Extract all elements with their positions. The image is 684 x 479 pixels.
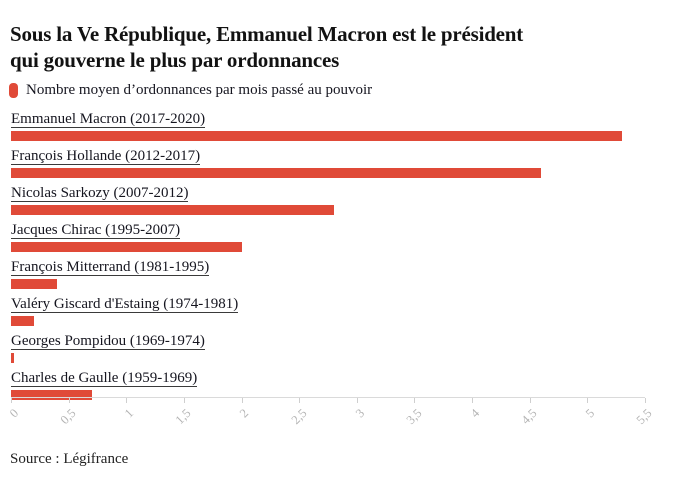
chart-row: Emmanuel Macron (2017-2020) — [11, 110, 645, 141]
axis-tick-mark — [299, 398, 301, 403]
bar-label: François Mitterrand (1981-1995) — [11, 259, 210, 276]
bar-label: Nicolas Sarkozy (2007-2012) — [11, 185, 189, 202]
chart-row: Jacques Chirac (1995-2007) — [11, 221, 645, 252]
chart-row: Nicolas Sarkozy (2007-2012) — [11, 184, 645, 215]
bar — [11, 168, 542, 178]
axis-tick-mark — [356, 398, 358, 403]
bar — [11, 131, 622, 141]
bar — [11, 242, 242, 252]
axis-tick-label: 1,5 — [172, 406, 194, 427]
axis-tick-label: 4,5 — [518, 406, 540, 427]
axis-tick-label: 5 — [582, 406, 598, 421]
axis-tick-mark — [11, 398, 12, 403]
bar-label: Georges Pompidou (1969-1974) — [11, 333, 205, 350]
axis-tick-label: 4 — [467, 406, 482, 421]
axis-tick-label: 1 — [121, 406, 137, 421]
chart-row: François Mitterrand (1981-1995) — [11, 258, 645, 289]
axis-tick-mark — [645, 398, 646, 403]
x-axis: 0 0,5 1 1,5 2 2,5 3 3,5 4 4,5 5 5,5 — [7, 397, 655, 440]
axis-tick-mark — [241, 398, 243, 403]
axis-tick-mark — [472, 398, 474, 403]
legend: Nombre moyen d’ordonnances par mois pass… — [9, 82, 372, 99]
page-title-line-2: qui gouverne le plus par ordonnances — [10, 48, 340, 73]
bar-label: Charles de Gaulle (1959-1969) — [11, 370, 198, 387]
bar-chart: Emmanuel Macron (2017-2020) François Hol… — [11, 110, 645, 406]
axis-tick-label: 5,5 — [633, 406, 655, 427]
axis-tick-mark — [126, 398, 128, 403]
axis-tick-label: 0 — [6, 406, 21, 421]
chart-row: Valéry Giscard d'Estaing (1974-1981) — [11, 295, 645, 326]
bar-label: François Hollande (2012-2017) — [11, 148, 201, 165]
bar — [11, 390, 92, 400]
axis-tick-label: 2,5 — [288, 406, 310, 427]
bar — [11, 205, 334, 215]
bar-label: Jacques Chirac (1995-2007) — [11, 222, 181, 239]
bar-label: Valéry Giscard d'Estaing (1974-1981) — [11, 296, 239, 313]
legend-label: Nombre moyen d’ordonnances par mois pass… — [26, 82, 373, 98]
bar — [11, 279, 58, 289]
axis-tick-mark — [414, 398, 416, 403]
bar-label: Emmanuel Macron (2017-2020) — [11, 111, 206, 128]
axis-tick-label: 0,5 — [57, 406, 79, 427]
axis-tick-mark — [529, 398, 531, 403]
chart-row: François Hollande (2012-2017) — [11, 147, 645, 178]
axis-tick-label: 3,5 — [403, 406, 425, 427]
page-title-line-1: Sous la Ve République, Emmanuel Macron e… — [10, 22, 524, 47]
legend-marker-icon — [9, 83, 18, 98]
chart-row: Georges Pompidou (1969-1974) — [11, 332, 645, 363]
page-title: Sous la Ve République, Emmanuel Macron e… — [10, 21, 674, 73]
axis-tick-label: 3 — [352, 406, 367, 421]
axis-tick-mark — [68, 398, 70, 403]
axis-tick-mark — [587, 398, 589, 403]
source-note: Source : Légifrance — [10, 451, 129, 467]
axis-tick-mark — [183, 398, 185, 403]
bar — [11, 316, 35, 326]
axis-tick-label: 2 — [237, 406, 252, 421]
chart-row: Charles de Gaulle (1959-1969) — [11, 369, 645, 400]
bar — [11, 353, 15, 363]
